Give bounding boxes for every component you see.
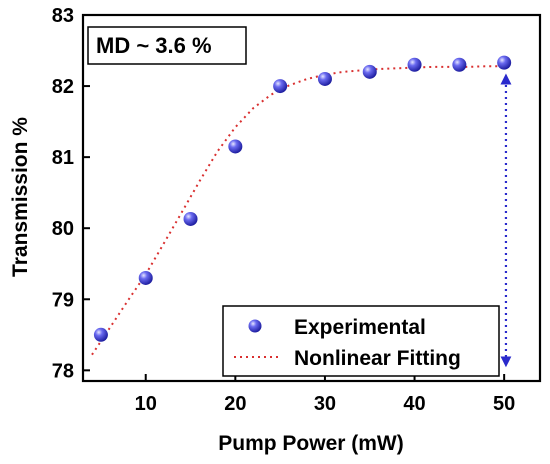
y-tick-label-2: 80 (52, 218, 74, 240)
y-tick-label-5: 83 (52, 5, 74, 27)
fit-curve-layer (91, 65, 505, 356)
y-tick-label-1: 79 (52, 289, 74, 311)
plot-frame (81, 13, 542, 383)
data-point-6 (362, 64, 377, 79)
data-point-9 (497, 55, 512, 70)
legend-marker-experimental (248, 319, 262, 333)
legend: Experimental Nonlinear Fitting (222, 305, 500, 377)
y-tick-label-0: 78 (52, 360, 74, 382)
x-tick-label-4: 50 (493, 393, 515, 415)
x-axis-label: Pump Power (mW) (218, 432, 404, 455)
y-tick-label-4: 82 (52, 76, 74, 98)
legend-label-experimental: Experimental (294, 316, 426, 339)
data-point-7 (407, 57, 422, 72)
axis-ticks-layer: 10 20 30 40 50 78 79 80 81 82 83 (52, 5, 516, 415)
y-axis-label: Transmission % (9, 117, 32, 277)
data-point-1 (138, 270, 153, 285)
x-tick-label-3: 40 (403, 393, 425, 415)
legend-label-fitting: Nonlinear Fitting (294, 347, 461, 370)
data-point-2 (183, 211, 198, 226)
y-tick-label-3: 81 (52, 147, 74, 169)
data-point-4 (273, 79, 288, 94)
legend-frame (222, 305, 500, 377)
fit-curve-line (91, 65, 505, 356)
data-point-0 (93, 327, 108, 342)
data-point-5 (317, 71, 332, 86)
x-tick-label-2: 30 (314, 393, 336, 415)
annotation-box: MD ~ 3.6 % (87, 26, 247, 65)
data-point-8 (452, 57, 467, 72)
x-tick-label-0: 10 (135, 393, 157, 415)
data-point-3 (228, 139, 243, 154)
data-points-layer (93, 55, 512, 342)
annotation-text: MD ~ 3.6 % (96, 33, 212, 58)
x-tick-label-1: 20 (224, 393, 246, 415)
